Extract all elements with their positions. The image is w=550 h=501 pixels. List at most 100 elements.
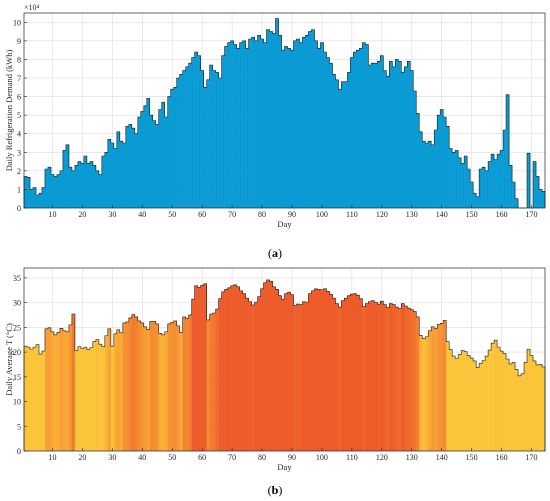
bar	[512, 182, 516, 208]
bar	[182, 316, 186, 451]
bar	[527, 349, 531, 451]
bar	[95, 339, 100, 451]
bar	[500, 351, 504, 451]
y-axis-label: Daily Refrigeration Demand (kWh)	[4, 50, 14, 172]
bar	[92, 341, 97, 451]
bar	[179, 332, 183, 451]
bar	[35, 344, 40, 451]
bar	[119, 141, 124, 208]
bar	[134, 133, 139, 208]
bar	[302, 37, 306, 209]
bar	[467, 355, 471, 451]
bar	[38, 193, 43, 208]
bar	[47, 327, 52, 451]
bar	[239, 42, 243, 208]
x-tick-label: 140	[436, 453, 448, 462]
bar	[152, 120, 156, 208]
bar	[350, 294, 354, 451]
bar	[53, 334, 58, 451]
bar	[65, 144, 70, 208]
bar	[146, 329, 151, 451]
bar	[320, 289, 324, 451]
bar	[353, 52, 357, 208]
bar	[215, 72, 219, 208]
bar	[287, 292, 291, 451]
bar	[377, 61, 381, 209]
bar	[251, 305, 255, 451]
bar	[449, 148, 453, 208]
bar	[194, 285, 198, 451]
bar	[83, 156, 88, 208]
bar	[503, 353, 507, 451]
bar	[353, 293, 357, 451]
bar	[359, 298, 363, 451]
axes-box	[23, 12, 546, 209]
bar	[221, 291, 225, 451]
bar	[377, 304, 381, 451]
bar	[473, 193, 477, 208]
y-tick-label: 6	[17, 93, 21, 102]
bar	[398, 308, 402, 451]
bar	[419, 131, 423, 208]
y-tick-label: 15	[13, 373, 21, 382]
bar	[464, 156, 468, 208]
bar	[524, 362, 528, 451]
bar	[302, 301, 306, 451]
chart-a: 0 1 2 3 4 5 6 7 8 9 10 10 20 30 40 50 60 70 80 90 100 110 120 1…	[4, 3, 546, 229]
bar	[356, 295, 360, 451]
x-tick-label: 60	[198, 453, 206, 462]
bar	[494, 159, 498, 208]
bar	[476, 196, 480, 208]
x-axis-label: Day	[277, 219, 292, 229]
bar	[305, 35, 309, 209]
bar	[437, 115, 441, 208]
x-tick-label: 50	[168, 453, 176, 462]
bar	[206, 319, 210, 451]
bar	[434, 328, 438, 451]
bar	[488, 350, 492, 451]
bar	[332, 74, 336, 209]
bar	[242, 40, 246, 208]
bar	[350, 57, 354, 209]
bar	[155, 323, 159, 451]
bar	[233, 284, 237, 451]
bar	[161, 334, 165, 451]
bar	[428, 141, 432, 208]
bar	[278, 295, 282, 451]
bar	[491, 343, 495, 451]
bar	[119, 332, 124, 451]
bar	[164, 117, 168, 208]
x-axis-label: Day	[277, 462, 292, 472]
bar	[341, 81, 345, 208]
bar	[257, 35, 261, 209]
bar	[224, 46, 228, 208]
y-tick-label: 5	[17, 422, 21, 431]
x-tick-label: 170	[526, 453, 538, 462]
x-tick-label: 110	[346, 453, 358, 462]
bar	[428, 330, 432, 451]
bar	[476, 367, 480, 451]
bar	[89, 347, 94, 451]
bar	[83, 347, 88, 451]
bar	[179, 74, 183, 209]
bar	[24, 176, 28, 208]
bar	[137, 117, 142, 208]
bar	[413, 91, 417, 208]
bar	[173, 87, 177, 208]
x-tick-label: 80	[258, 210, 266, 219]
bar	[53, 176, 58, 208]
axes-box	[23, 267, 546, 452]
bar	[455, 358, 459, 451]
bar-outline	[23, 18, 546, 209]
bar	[401, 303, 405, 451]
x-tick-label: 120	[376, 453, 388, 462]
bar	[458, 157, 462, 208]
bar	[368, 301, 372, 451]
x-tick-label: 130	[406, 453, 418, 462]
chart-b: 0 5 10 15 20 25 30 35 10 20 30 40 50 60 70 80 90 100 110 12…	[4, 267, 546, 472]
bar	[446, 341, 450, 451]
bar	[50, 331, 55, 451]
bar	[134, 316, 139, 451]
y-tick-label: 25	[13, 323, 21, 332]
bar	[311, 290, 315, 451]
